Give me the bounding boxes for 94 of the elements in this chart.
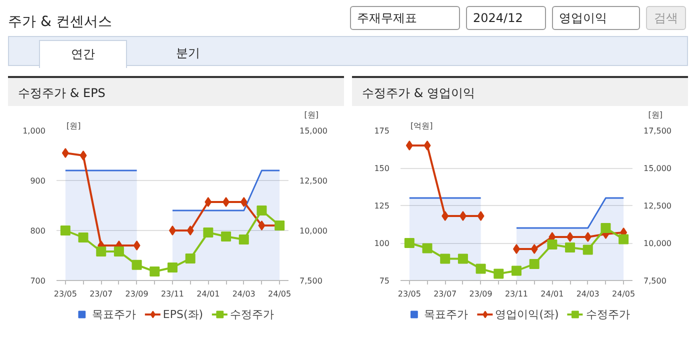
point	[547, 240, 558, 250]
point	[424, 140, 431, 150]
point	[80, 150, 87, 160]
point	[476, 264, 486, 274]
point	[513, 244, 520, 254]
y2-tick-label: 15,000	[644, 164, 672, 173]
point	[582, 244, 593, 255]
y-tick-label: 150	[374, 164, 390, 173]
legend-label: 목표주가	[92, 306, 136, 322]
point	[566, 232, 574, 242]
point	[404, 238, 414, 248]
x-tick-label: 23/09	[125, 290, 148, 298]
y-tick-label: 125	[374, 202, 390, 210]
point	[133, 240, 140, 250]
point	[440, 254, 450, 264]
y2-tick-label: 12,500	[644, 202, 672, 210]
x-tick-label: 23/09	[469, 290, 492, 298]
y2-tick-label: 12,500	[300, 176, 328, 186]
legend-label: EPS(좌)	[162, 306, 204, 322]
y-axis-title: [억원]	[410, 122, 433, 130]
x-tick-label: 24/03	[232, 290, 256, 298]
point	[185, 254, 196, 264]
point	[529, 259, 540, 269]
legend-label: 영업이익(좌)	[495, 306, 559, 322]
y2-tick-label: 15,000	[300, 126, 328, 136]
point	[168, 262, 178, 272]
y-tick-label: 800	[30, 226, 46, 236]
x-tick-label: 23/05	[54, 290, 77, 298]
text: 분기	[175, 45, 201, 62]
text: 검색	[646, 6, 686, 30]
y-axis-title: [원]	[66, 122, 81, 130]
point	[512, 266, 522, 276]
legend-label: 수정주가	[230, 306, 274, 322]
x-tick-label: 23/07	[434, 290, 457, 298]
text: 주가 & 컨센서스	[8, 13, 112, 32]
y2-tick-label: 10,000	[644, 239, 672, 248]
point	[584, 232, 592, 242]
x-tick-label: 24/01	[196, 290, 220, 298]
y-tick-label: 100	[374, 239, 390, 248]
chart-title: 수정주가 & EPS	[8, 76, 344, 106]
point	[238, 234, 249, 244]
legend-label: 수정주가	[586, 306, 630, 322]
point	[150, 266, 160, 276]
x-tick-label: 24/03	[576, 290, 600, 298]
text: 영업이익	[552, 6, 640, 30]
point	[62, 148, 69, 158]
y-tick-label: 700	[30, 276, 46, 286]
point	[458, 254, 468, 264]
point	[600, 223, 611, 233]
point	[169, 226, 176, 236]
x-tick-label: 23/07	[90, 290, 113, 298]
x-tick-label: 24/01	[540, 290, 564, 298]
y2-tick-label: 10,000	[300, 226, 328, 236]
point	[204, 197, 212, 207]
x-tick-label: 23/11	[160, 290, 184, 298]
y2-axis-title: [원]	[648, 110, 663, 120]
point	[477, 211, 484, 221]
text: 2024/12	[466, 6, 546, 30]
point	[530, 244, 538, 254]
point	[96, 246, 106, 256]
y2-axis-title: [원]	[304, 110, 319, 120]
point	[422, 243, 432, 254]
point	[203, 228, 214, 238]
legend-label: 목표주가	[424, 306, 468, 322]
y-tick-label: 1,000	[22, 126, 46, 136]
x-tick-label: 24/05	[268, 290, 292, 298]
point	[60, 226, 70, 236]
point	[618, 234, 629, 244]
point	[132, 260, 142, 270]
x-tick-label: 23/05	[398, 290, 421, 298]
text: 주재무제표	[350, 6, 460, 30]
point	[221, 232, 232, 242]
y-tick-label: 175	[374, 126, 390, 136]
point	[114, 246, 124, 256]
point	[78, 232, 88, 242]
text: 연간	[39, 40, 127, 68]
point	[186, 226, 194, 236]
point	[222, 197, 230, 207]
y2-tick-label: 7,500	[644, 276, 666, 286]
point	[565, 242, 576, 252]
chart-title: 수정주가 & 영업이익	[352, 76, 688, 106]
point	[240, 197, 248, 207]
point	[256, 206, 267, 216]
y2-tick-label: 17,500	[644, 126, 672, 136]
point	[442, 211, 449, 221]
point	[494, 268, 504, 279]
x-tick-label: 23/11	[504, 290, 528, 298]
point	[406, 140, 413, 150]
y-tick-label: 900	[30, 176, 46, 186]
point	[258, 220, 266, 230]
point	[459, 211, 466, 221]
y-tick-label: 75	[379, 276, 390, 286]
x-tick-label: 24/05	[612, 290, 636, 298]
y2-tick-label: 7,500	[300, 276, 322, 286]
